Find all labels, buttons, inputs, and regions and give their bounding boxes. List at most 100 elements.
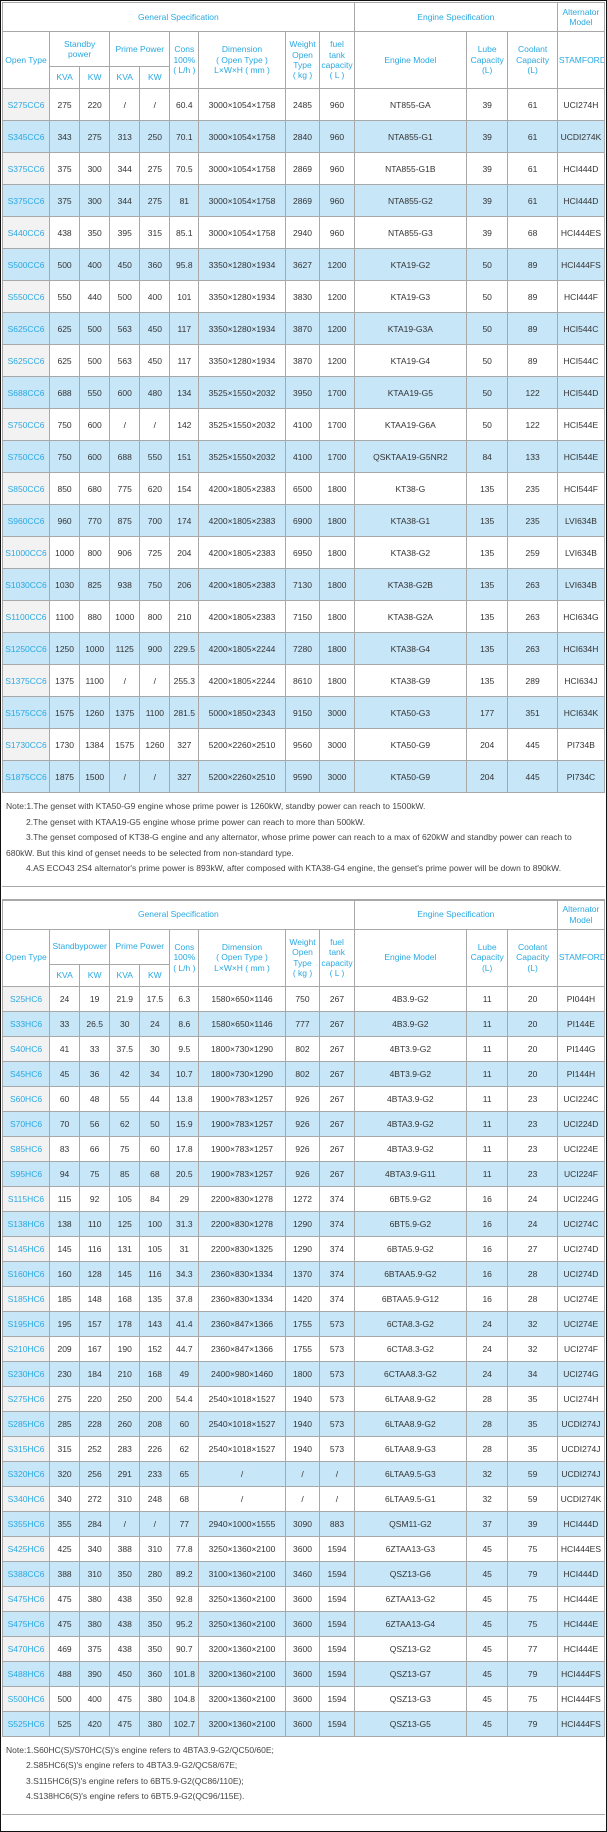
model-link-cell[interactable]: S355HC6 bbox=[1, 1510, 51, 1537]
model-link-cell[interactable]: S145HC6 bbox=[1, 1235, 51, 1262]
value-cell: 3000×1054×1758 bbox=[198, 216, 286, 249]
model-link-cell[interactable]: S115HC6 bbox=[1, 1185, 51, 1212]
model-link-cell[interactable]: S60HC6 bbox=[1, 1085, 51, 1112]
value-cell: 135 bbox=[465, 568, 509, 601]
value-cell: 2200×830×1278 bbox=[198, 1210, 286, 1237]
value-cell: HCI544C bbox=[556, 312, 606, 345]
model-link-cell[interactable]: S625CC6 bbox=[1, 344, 51, 377]
model-link-cell[interactable]: S285HC6 bbox=[1, 1410, 51, 1437]
value-cell: 1384 bbox=[79, 728, 111, 761]
model-link-cell[interactable]: S688CC6 bbox=[1, 376, 51, 409]
model-link-cell[interactable]: S960CC6 bbox=[1, 504, 51, 537]
model-link-cell[interactable]: S315HC6 bbox=[1, 1435, 51, 1462]
model-link-cell[interactable]: S1000CC6 bbox=[1, 536, 51, 569]
value-cell: HCI444FS bbox=[556, 248, 606, 281]
value-cell: 3000×1054×1758 bbox=[198, 152, 286, 185]
model-link-cell[interactable]: S550CC6 bbox=[1, 280, 51, 313]
model-link-cell[interactable]: S85HC6 bbox=[1, 1135, 51, 1162]
model-link-cell[interactable]: S470HC6 bbox=[1, 1635, 51, 1662]
model-link-cell[interactable]: S45HC6 bbox=[1, 1060, 51, 1087]
value-cell: 138 bbox=[49, 1210, 81, 1237]
value-cell: 62 bbox=[109, 1110, 141, 1137]
model-link-cell[interactable]: S475HC6 bbox=[1, 1610, 51, 1637]
table-row: S440CC6 438 350 395 315 85.1 3000×1054×1758 294… bbox=[1, 216, 606, 249]
model-link-cell[interactable]: S375CC6 bbox=[1, 184, 51, 217]
value-cell: 148 bbox=[79, 1285, 111, 1312]
value-cell: UCI224C bbox=[556, 1085, 606, 1112]
model-link-cell[interactable]: S275HC6 bbox=[1, 1385, 51, 1412]
model-link-cell[interactable]: S440CC6 bbox=[1, 216, 51, 249]
value-cell: 44.7 bbox=[169, 1335, 200, 1362]
value-cell: 32 bbox=[465, 1460, 509, 1487]
value-cell: 1900×783×1257 bbox=[198, 1160, 286, 1187]
model-link-cell[interactable]: S625CC6 bbox=[1, 312, 51, 345]
value-cell: / bbox=[319, 1460, 355, 1487]
value-cell: 260 bbox=[109, 1410, 141, 1437]
value-cell: 9590 bbox=[284, 760, 321, 793]
value-cell: 4BTA3.9-G11 bbox=[353, 1160, 467, 1187]
model-link-cell[interactable]: S500HC6 bbox=[1, 1685, 51, 1712]
model-link-cell[interactable]: S33HC6 bbox=[1, 1010, 51, 1037]
model-link-cell[interactable]: S1030CC6 bbox=[1, 568, 51, 601]
model-link-cell[interactable]: S750CC6 bbox=[1, 408, 51, 441]
value-cell: QSZ13-G3 bbox=[353, 1685, 467, 1712]
note-line: 3.The genset composed of KT38-G engine a… bbox=[6, 832, 572, 858]
model-link-cell[interactable]: S1375CC6 bbox=[1, 664, 51, 697]
model-link-cell[interactable]: S1250CC6 bbox=[1, 632, 51, 665]
value-cell: 3627 bbox=[284, 248, 321, 281]
model-link-cell[interactable]: S320HC6 bbox=[1, 1460, 51, 1487]
model-link-cell[interactable]: S25HC6 bbox=[1, 985, 51, 1012]
model-link-cell[interactable]: S525HC6 bbox=[1, 1710, 51, 1737]
model-link-cell[interactable]: S70HC6 bbox=[1, 1110, 51, 1137]
model-link-cell[interactable]: S195HC6 bbox=[1, 1310, 51, 1337]
value-cell: 3250×1360×2100 bbox=[198, 1535, 286, 1562]
table-row: S320HC6 320 256 291 233 65///6LTAA9.5-G3 32 59 U… bbox=[1, 1460, 606, 1487]
value-cell: HCI444D bbox=[556, 1560, 606, 1587]
table-row: S145HC6 145 116 131 105 31 2200×830×1325 1290 37… bbox=[1, 1235, 606, 1262]
model-link-cell[interactable]: S185HC6 bbox=[1, 1285, 51, 1312]
model-link-cell[interactable]: S425HC6 bbox=[1, 1535, 51, 1562]
value-cell: 32 bbox=[507, 1310, 558, 1337]
model-link-cell[interactable]: S230HC6 bbox=[1, 1360, 51, 1387]
value-cell: HCI444ES bbox=[556, 1535, 606, 1562]
value-cell: 310 bbox=[79, 1560, 111, 1587]
model-link-cell[interactable]: S345CC6 bbox=[1, 120, 51, 153]
value-cell: 56 bbox=[79, 1110, 111, 1137]
value-cell: 66 bbox=[79, 1135, 111, 1162]
model-link-cell[interactable]: S138HC6 bbox=[1, 1210, 51, 1237]
model-link-cell[interactable]: S488HC6 bbox=[1, 1660, 51, 1687]
model-link-cell[interactable]: S1575CC6 bbox=[1, 696, 51, 729]
value-cell: 33 bbox=[49, 1010, 81, 1037]
value-cell: 1800 bbox=[319, 472, 355, 505]
model-link-cell[interactable]: S850CC6 bbox=[1, 472, 51, 505]
model-link-cell[interactable]: S500CC6 bbox=[1, 248, 51, 281]
weight-header: Weight Open Type ( kg ) bbox=[284, 31, 321, 89]
model-link-cell[interactable]: S210HC6 bbox=[1, 1335, 51, 1362]
model-link-cell[interactable]: S1875CC6 bbox=[1, 760, 51, 793]
model-link-cell[interactable]: S1100CC6 bbox=[1, 600, 51, 633]
value-cell: 926 bbox=[284, 1085, 321, 1112]
model-link-cell[interactable]: S40HC6 bbox=[1, 1035, 51, 1062]
lube-capacity-header: Lube Capacity (L) bbox=[465, 31, 509, 89]
value-cell: 6LTAA8.9-G2 bbox=[353, 1410, 467, 1437]
model-link-cell[interactable]: S1730CC6 bbox=[1, 728, 51, 761]
coolant-capacity-header: Coolant Capacity (L) bbox=[507, 31, 558, 89]
value-cell: 60 bbox=[169, 1410, 200, 1437]
value-cell: 17.8 bbox=[169, 1135, 200, 1162]
value-cell: 573 bbox=[319, 1435, 355, 1462]
value-cell: UCDI274J bbox=[556, 1435, 606, 1462]
model-link-cell[interactable]: S388CC6 bbox=[1, 1560, 51, 1587]
model-link-cell[interactable]: S160HC6 bbox=[1, 1260, 51, 1287]
value-cell: 24 bbox=[465, 1335, 509, 1362]
model-link-cell[interactable]: S475HC6 bbox=[1, 1585, 51, 1612]
model-link-cell[interactable]: S375CC6 bbox=[1, 152, 51, 185]
model-link-cell[interactable]: S95HC6 bbox=[1, 1160, 51, 1187]
model-link-cell[interactable]: S275CC6 bbox=[1, 88, 51, 121]
value-cell: 1700 bbox=[319, 376, 355, 409]
model-link-cell[interactable]: S750CC6 bbox=[1, 440, 51, 473]
value-cell: 70.1 bbox=[169, 120, 200, 153]
value-cell: 445 bbox=[507, 760, 558, 793]
model-link-cell[interactable]: S340HC6 bbox=[1, 1485, 51, 1512]
value-cell: 85.1 bbox=[169, 216, 200, 249]
value-cell: 750 bbox=[49, 440, 81, 473]
